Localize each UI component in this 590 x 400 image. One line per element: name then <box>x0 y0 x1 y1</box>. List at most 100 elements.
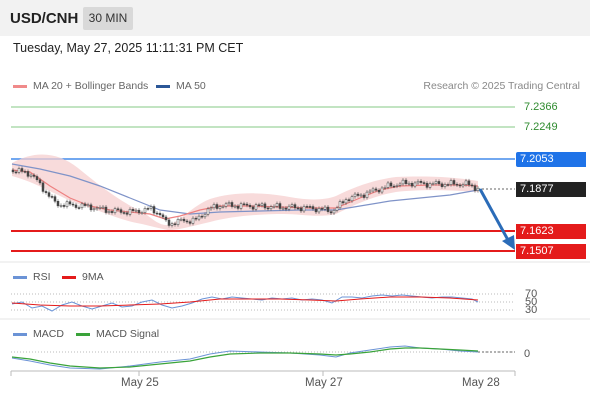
candle <box>290 204 294 207</box>
candle <box>215 204 219 209</box>
candle <box>452 180 456 185</box>
candle <box>131 209 135 211</box>
credit-text: Research © 2025 Trading Central <box>423 80 580 92</box>
candle <box>326 206 330 212</box>
candle <box>263 203 267 209</box>
candle <box>113 208 117 213</box>
candle <box>47 192 51 197</box>
candle <box>65 201 69 207</box>
candle <box>431 183 435 185</box>
candle <box>239 203 243 209</box>
candle <box>428 183 432 188</box>
candle <box>146 208 150 210</box>
ma20-label: MA 20 + Bollinger Bands <box>33 80 149 92</box>
resistance-2-label: 7.2366 <box>524 101 558 113</box>
candle <box>185 220 189 223</box>
ma50-swatch <box>156 84 170 88</box>
candle <box>353 193 357 197</box>
candle <box>44 191 48 193</box>
macd-signal-swatch <box>76 332 90 336</box>
candle <box>398 183 402 186</box>
candle <box>464 180 468 185</box>
candle <box>341 201 345 204</box>
x-tick-may28: May 28 <box>462 377 500 389</box>
macd-signal-legend: MACD Signal <box>76 328 159 340</box>
candle <box>26 171 30 177</box>
macd-swatch <box>13 332 27 336</box>
macd-zero-label: 0 <box>524 348 531 360</box>
candle <box>41 182 45 192</box>
candle <box>161 214 165 218</box>
candle <box>392 185 396 188</box>
timestamp: Tuesday, May 27, 2025 11:11:31 PM CET <box>13 41 244 55</box>
candle <box>140 212 144 214</box>
rsi-9ma-swatch <box>62 275 76 279</box>
support-1-label: 7.1623 <box>516 224 586 239</box>
rsi-9ma-line <box>11 296 479 307</box>
candle <box>32 174 36 177</box>
candle <box>227 202 231 205</box>
candle <box>257 204 261 206</box>
candle <box>284 207 288 210</box>
candle <box>152 206 156 214</box>
candle <box>314 208 318 213</box>
candle <box>317 208 321 213</box>
candle <box>347 199 351 202</box>
candle <box>272 205 276 208</box>
top-bar: USD/CNH 30 MIN <box>0 0 590 36</box>
candle <box>221 206 225 208</box>
candle <box>92 208 96 211</box>
candle <box>296 207 300 210</box>
rsi-level-70-label: 70 <box>525 288 538 300</box>
symbol-title: USD/CNH <box>10 10 79 27</box>
candle <box>269 206 273 210</box>
candle <box>443 184 447 187</box>
macd-signal-line <box>11 347 479 369</box>
candle <box>95 207 99 210</box>
candle <box>125 212 129 215</box>
candle <box>461 184 465 187</box>
candle <box>155 212 159 215</box>
candle <box>422 182 426 184</box>
candle <box>320 208 324 210</box>
candle <box>359 194 363 197</box>
candle <box>188 221 192 224</box>
x-tick-may27: May 27 <box>305 377 343 389</box>
candle <box>377 189 381 193</box>
candle <box>266 207 270 210</box>
candle <box>233 205 237 208</box>
candle <box>128 209 132 215</box>
candle <box>335 207 339 211</box>
candle <box>50 196 54 198</box>
candle <box>182 218 186 222</box>
candle <box>167 219 171 226</box>
candle <box>401 179 405 185</box>
timeframe-button[interactable]: 30 MIN <box>83 7 133 30</box>
candle <box>356 193 360 196</box>
candle <box>455 183 459 186</box>
pivot-label: 7.2053 <box>516 152 586 167</box>
candle <box>134 209 138 212</box>
candle <box>338 201 342 209</box>
candle <box>311 206 315 210</box>
candle <box>467 180 471 186</box>
candle <box>104 206 108 213</box>
candle <box>86 204 90 207</box>
rsi-label: RSI <box>33 271 51 283</box>
candle <box>470 184 474 187</box>
candle <box>230 202 234 207</box>
last-price-label: 7.1877 <box>516 182 586 197</box>
candle <box>68 201 72 205</box>
candle <box>287 205 291 210</box>
candle <box>11 169 15 173</box>
candle <box>404 179 408 184</box>
candle <box>254 204 258 210</box>
candle <box>56 201 60 207</box>
candle <box>38 179 42 184</box>
ma20-swatch <box>13 84 27 88</box>
candle <box>446 184 450 186</box>
candle <box>383 187 387 189</box>
legend-ma20: MA 20 + Bollinger Bands <box>13 80 148 92</box>
candle <box>458 184 462 187</box>
